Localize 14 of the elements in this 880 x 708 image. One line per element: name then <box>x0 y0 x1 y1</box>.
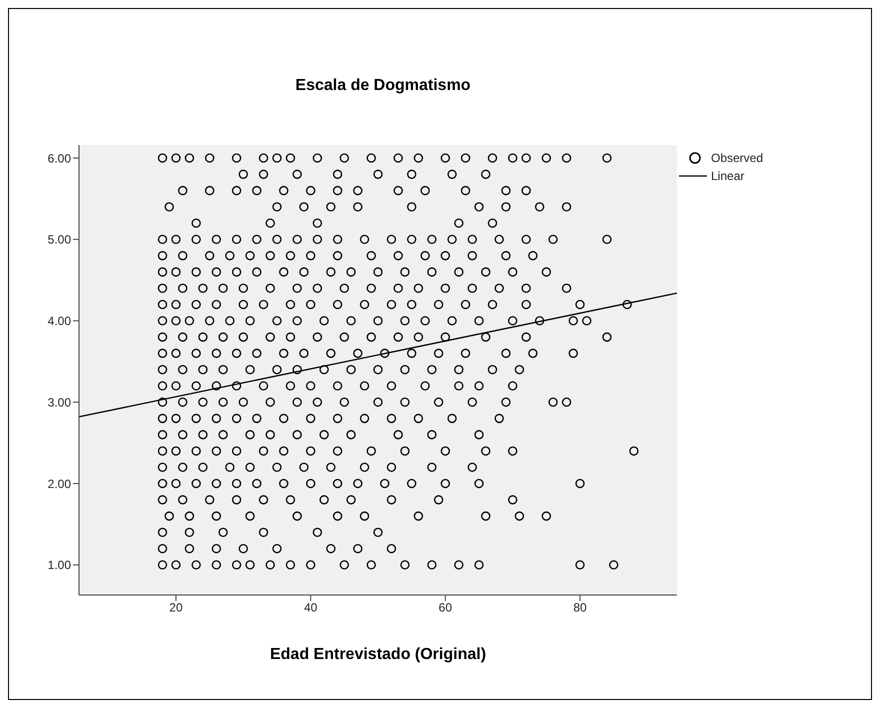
y-tick-label: 5.00 <box>48 232 72 247</box>
y-tick-label: 1.00 <box>48 558 72 572</box>
legend-label: Linear <box>711 169 744 183</box>
y-tick-label: 3.00 <box>48 395 72 410</box>
legend-label: Observed <box>711 151 764 165</box>
y-tick-label: 4.00 <box>48 314 72 328</box>
x-tick-label: 40 <box>304 600 318 615</box>
x-tick-label: 20 <box>169 600 183 615</box>
y-tick-label: 2.00 <box>48 476 72 491</box>
y-tick-label: 6.00 <box>48 151 72 166</box>
x-tick-label: 80 <box>573 600 588 615</box>
chart-title: Escala de Dogmatismo <box>294 77 472 95</box>
x-axis-title: Edad Entrevistado (Original) <box>270 646 486 663</box>
x-tick-label: 60 <box>438 600 452 615</box>
